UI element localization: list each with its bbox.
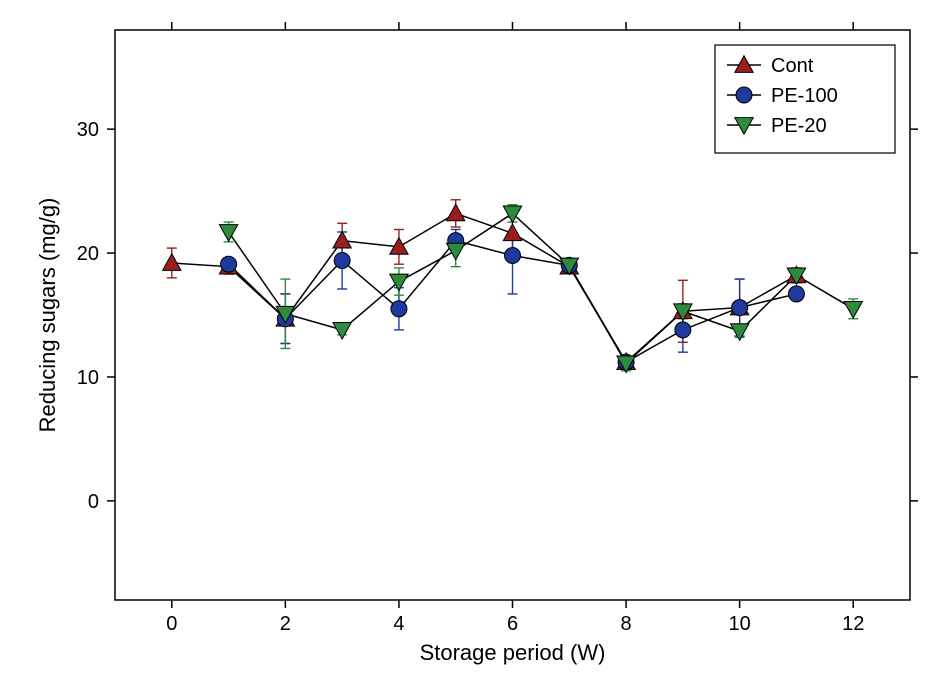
x-tick-label: 12 [842, 613, 864, 635]
data-point [675, 322, 691, 338]
x-tick-label: 0 [166, 613, 177, 635]
y-tick-label: 20 [77, 243, 99, 265]
y-tick-label: 30 [77, 119, 99, 141]
legend-label: PE-20 [771, 115, 827, 137]
y-axis-label: Reducing sugars (mg/g) [35, 198, 60, 433]
legend-label: PE-100 [771, 85, 838, 107]
data-point [390, 274, 408, 291]
data-point [221, 256, 237, 272]
data-point [334, 252, 350, 268]
data-point [732, 300, 748, 316]
data-point [788, 286, 804, 302]
legend-label: Cont [771, 55, 814, 77]
y-tick-label: 0 [88, 491, 99, 513]
x-tick-label: 6 [507, 613, 518, 635]
data-point [391, 301, 407, 317]
x-tick-label: 10 [729, 613, 751, 635]
data-point [447, 204, 465, 221]
data-point [333, 231, 351, 248]
series-line [172, 213, 797, 362]
chart-container: 0 2 4 6 8 10 12 0 10 20 30 Storage period (W) Reduci… [0, 0, 939, 694]
data-point [505, 248, 521, 264]
data-point [844, 301, 862, 318]
data-point [219, 225, 237, 242]
x-tick-label: 4 [393, 613, 404, 635]
series-line [229, 213, 854, 363]
legend-swatch-marker [736, 87, 752, 103]
x-tick-label: 8 [621, 613, 632, 635]
data-point [503, 224, 521, 241]
data-point [730, 324, 748, 341]
data-point [447, 243, 465, 260]
y-tick-label: 10 [77, 367, 99, 389]
chart-svg: 0 2 4 6 8 10 12 0 10 20 30 Storage period (W) Reduci… [0, 0, 939, 694]
x-axis-label: Storage period (W) [420, 640, 606, 665]
data-point [333, 323, 351, 340]
data-point [163, 254, 181, 271]
x-tick-label: 2 [280, 613, 291, 635]
